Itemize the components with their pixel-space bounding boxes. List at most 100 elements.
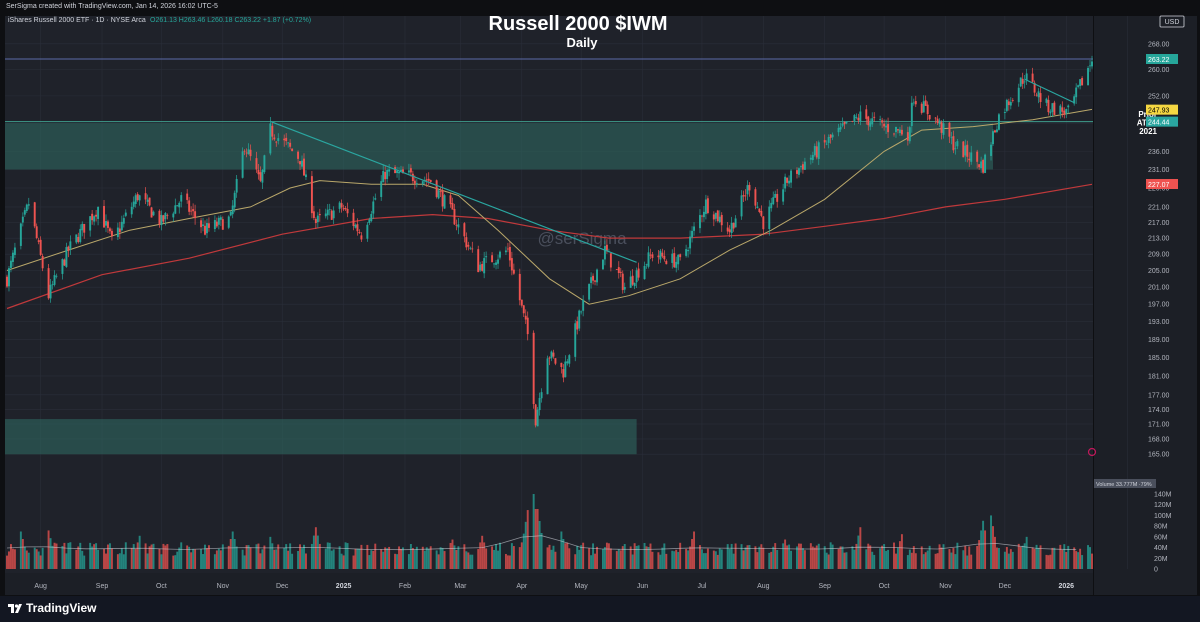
- candle-body: [435, 180, 438, 197]
- volume-bar: [227, 545, 230, 569]
- candle-body: [942, 123, 945, 135]
- volume-bar: [217, 548, 220, 569]
- volume-bar: [594, 553, 597, 569]
- candle-body: [827, 136, 830, 143]
- candle-body: [865, 109, 868, 119]
- candle-body: [621, 273, 624, 291]
- candle-body: [966, 144, 969, 157]
- volume-bar: [138, 535, 141, 569]
- volume-bar: [1031, 547, 1034, 569]
- volume-bar: [813, 547, 816, 569]
- candle-body: [920, 103, 923, 113]
- candle-body: [269, 123, 272, 154]
- candle-body: [107, 221, 109, 228]
- candle-body: [774, 194, 777, 198]
- volume-bar: [740, 544, 743, 569]
- volume-bar: [712, 550, 715, 569]
- candle-body: [407, 170, 410, 173]
- candle-body: [1007, 101, 1010, 106]
- volume-bar: [310, 543, 313, 569]
- volume-bar: [400, 548, 402, 569]
- candle-body: [748, 184, 751, 191]
- volume-bar: [1017, 543, 1020, 569]
- price-tick-label: 209.00: [1148, 252, 1170, 259]
- volume-bar: [65, 553, 68, 569]
- volume-bar: [233, 539, 236, 569]
- volume-bar: [976, 545, 979, 569]
- price-tick-label: 236.00: [1148, 149, 1170, 156]
- trendline: [1024, 78, 1075, 104]
- candle-body: [213, 220, 216, 230]
- volume-bar: [782, 543, 785, 569]
- volume-bar: [1087, 545, 1090, 569]
- candle-body: [726, 227, 729, 232]
- time-tick-label: Sep: [818, 583, 831, 590]
- price-tick-label: 221.00: [1148, 204, 1170, 211]
- volume-tick-label: 0: [1154, 567, 1158, 574]
- volume-bar: [926, 550, 929, 569]
- volume-bar: [477, 549, 480, 569]
- volume-bar: [95, 543, 98, 569]
- volume-bar: [158, 548, 161, 569]
- volume-bar: [1073, 547, 1076, 569]
- candle-body: [9, 260, 12, 268]
- candle-body: [948, 122, 951, 137]
- trendline: [270, 120, 637, 263]
- candle-body: [615, 269, 618, 270]
- candle-body: [1025, 73, 1028, 81]
- volume-bar: [906, 555, 909, 569]
- volume-bar: [538, 521, 541, 569]
- volume-bar: [827, 554, 830, 569]
- volume-bar: [508, 555, 511, 569]
- volume-bar: [908, 549, 911, 569]
- candle-body: [990, 144, 992, 156]
- volume-tick-label: 120M: [1154, 502, 1172, 509]
- volume-bar: [893, 542, 895, 569]
- candle-body: [499, 251, 501, 258]
- volume-bar: [685, 548, 688, 569]
- volume-bar: [798, 543, 800, 569]
- volume-bar: [245, 545, 248, 569]
- candle-body: [93, 216, 96, 222]
- candle-body: [801, 164, 804, 170]
- volume-bar: [77, 546, 80, 569]
- volume-bar: [380, 549, 383, 569]
- candle-body: [645, 264, 648, 266]
- volume-bar: [601, 549, 604, 569]
- volume-bar: [1025, 536, 1028, 569]
- candle-body: [677, 254, 680, 265]
- volume-tick-label: 100M: [1154, 513, 1172, 520]
- volume-bar: [394, 553, 397, 569]
- candle-body: [1077, 85, 1080, 87]
- candle-body: [146, 199, 149, 202]
- candle-body: [429, 179, 432, 183]
- volume-bar: [188, 546, 191, 569]
- candle-body: [803, 161, 806, 170]
- candle-body: [105, 221, 107, 226]
- volume-bar: [510, 543, 513, 569]
- candle-body: [1047, 99, 1050, 113]
- candle-body: [908, 127, 911, 142]
- volume-bar: [1037, 547, 1040, 569]
- volume-bar: [671, 550, 674, 569]
- candle-body: [754, 189, 757, 206]
- volume-bar: [124, 542, 127, 569]
- volume-bar: [554, 551, 557, 569]
- volume-bar: [316, 535, 319, 569]
- volume-bar: [520, 542, 523, 569]
- candle-body: [409, 168, 412, 173]
- volume-bar: [920, 546, 923, 569]
- volume-bar: [398, 546, 400, 569]
- volume-bar: [172, 555, 175, 569]
- candle-body: [851, 120, 854, 122]
- candle-body: [712, 214, 715, 220]
- candle-body: [809, 157, 812, 160]
- candle-body: [342, 208, 345, 210]
- candle-body: [1009, 101, 1012, 106]
- candle-body: [8, 268, 10, 287]
- candle-body: [53, 275, 56, 285]
- volume-bar: [1089, 547, 1091, 569]
- volume-bar: [178, 547, 181, 569]
- candle-body: [897, 129, 899, 131]
